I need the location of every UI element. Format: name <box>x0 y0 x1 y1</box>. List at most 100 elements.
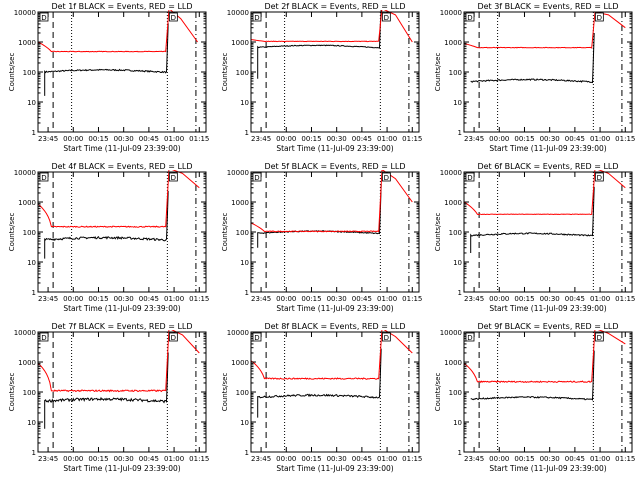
x-tick-label: 00:45 <box>139 455 159 463</box>
marker-label: D <box>41 174 46 182</box>
marker-label: D <box>254 14 259 22</box>
y-tick-label: 1 <box>458 449 462 457</box>
x-axis-label: Start Time (11-Jul-09 23:39:00) <box>63 464 180 473</box>
marker-box <box>594 12 604 22</box>
y-axis-label: Counts/sec <box>221 373 229 412</box>
y-tick-label: 1000 <box>444 39 462 47</box>
x-tick-label: 23:45 <box>251 135 271 143</box>
y-axis-label: Counts/sec <box>434 53 442 92</box>
plot-frame <box>37 331 207 453</box>
lld-series-line <box>251 330 413 380</box>
panel-title: Det 8f BLACK = Events, RED = LLD <box>264 322 405 331</box>
y-tick-label: 10 <box>240 259 249 267</box>
y-tick-label: 10000 <box>440 9 462 17</box>
detector-panel-1: Det 1f BLACK = Events, RED = LLD 1 10 100 10… <box>8 2 209 153</box>
x-tick-label: 00:00 <box>489 455 509 463</box>
x-tick-label: 01:15 <box>402 455 422 463</box>
events-series-line <box>44 23 169 96</box>
detector-panel-5: Det 5f BLACK = Events, RED = LLD 1 10 100 10… <box>221 162 422 313</box>
x-tick-label: 01:15 <box>615 295 635 303</box>
x-tick-label: 00:45 <box>352 295 372 303</box>
x-tick-label: 00:00 <box>63 295 83 303</box>
y-tick-label: 1000 <box>231 359 249 367</box>
x-tick-label: 00:45 <box>139 135 159 143</box>
marker-label: D <box>384 14 389 22</box>
marker-box <box>381 12 391 22</box>
x-axis-label: Start Time (11-Jul-09 23:39:00) <box>276 144 393 153</box>
marker-label: D <box>171 334 176 342</box>
x-tick-label: 01:15 <box>402 295 422 303</box>
y-tick-label: 10 <box>27 259 36 267</box>
panel-title: Det 2f BLACK = Events, RED = LLD <box>264 2 405 11</box>
events-series-line <box>470 186 595 253</box>
x-axis-label: Start Time (11-Jul-09 23:39:00) <box>489 144 606 153</box>
y-tick-label: 1 <box>245 129 249 137</box>
x-tick-label: 00:00 <box>276 295 296 303</box>
marker-box <box>252 332 262 342</box>
marker-label: D <box>384 334 389 342</box>
y-tick-label: 10 <box>453 259 462 267</box>
x-tick-label: 00:15 <box>301 455 321 463</box>
y-tick-label: 1000 <box>231 199 249 207</box>
marker-box <box>39 12 49 22</box>
y-axis-label: Counts/sec <box>8 53 16 92</box>
x-tick-label: 23:45 <box>38 135 58 143</box>
x-tick-label: 01:00 <box>377 135 397 143</box>
marker-box <box>168 172 178 182</box>
marker-label: D <box>41 14 46 22</box>
x-tick-label: 00:15 <box>88 455 108 463</box>
marker-label: D <box>467 334 472 342</box>
y-tick-label: 10000 <box>227 9 249 17</box>
y-tick-label: 10 <box>453 99 462 107</box>
y-tick-label: 1 <box>458 289 462 297</box>
x-tick-label: 01:00 <box>377 455 397 463</box>
marker-box <box>465 172 475 182</box>
lld-series-line <box>38 330 200 393</box>
events-series-line <box>470 32 595 84</box>
x-tick-label: 01:15 <box>615 455 635 463</box>
x-tick-label: 00:45 <box>565 455 585 463</box>
detector-panel-4: Det 4f BLACK = Events, RED = LLD 1 10 100 10… <box>8 162 209 313</box>
x-tick-label: 01:00 <box>164 295 184 303</box>
y-tick-label: 10000 <box>14 9 36 17</box>
detector-panel-6: Det 6f BLACK = Events, RED = LLD 1 10 100 10… <box>434 162 635 313</box>
x-tick-label: 00:30 <box>540 295 560 303</box>
y-tick-label: 1000 <box>18 359 36 367</box>
marker-box <box>465 332 475 342</box>
y-tick-label: 100 <box>236 229 249 237</box>
x-tick-label: 23:45 <box>464 455 484 463</box>
panel-title: Det 6f BLACK = Events, RED = LLD <box>477 162 618 171</box>
plot-frame <box>37 171 207 293</box>
plot-frame <box>463 331 633 453</box>
marker-box <box>39 332 49 342</box>
y-axis-label: Counts/sec <box>221 213 229 252</box>
x-tick-label: 00:00 <box>63 135 83 143</box>
marker-box <box>252 172 262 182</box>
y-tick-label: 10000 <box>440 169 462 177</box>
y-tick-label: 1000 <box>18 39 36 47</box>
y-tick-label: 100 <box>449 69 462 77</box>
x-tick-label: 01:00 <box>164 135 184 143</box>
marker-box <box>252 12 262 22</box>
x-axis-label: Start Time (11-Jul-09 23:39:00) <box>276 304 393 313</box>
x-tick-label: 01:15 <box>615 135 635 143</box>
panel-title: Det 5f BLACK = Events, RED = LLD <box>264 162 405 171</box>
plot-frame <box>250 11 420 133</box>
y-tick-label: 1 <box>245 289 249 297</box>
y-tick-label: 10 <box>27 419 36 427</box>
y-tick-label: 10000 <box>14 169 36 177</box>
x-tick-label: 00:30 <box>114 135 134 143</box>
marker-box <box>465 12 475 22</box>
y-tick-label: 1 <box>32 449 36 457</box>
marker-box <box>594 332 604 342</box>
x-tick-label: 01:00 <box>590 455 610 463</box>
events-series-line <box>257 348 382 418</box>
events-series-line <box>257 10 382 79</box>
x-tick-label: 00:30 <box>540 135 560 143</box>
marker-label: D <box>597 174 602 182</box>
lld-series-line <box>38 170 200 228</box>
x-tick-label: 23:45 <box>251 295 271 303</box>
marker-label: D <box>41 334 46 342</box>
x-tick-label: 01:15 <box>402 135 422 143</box>
